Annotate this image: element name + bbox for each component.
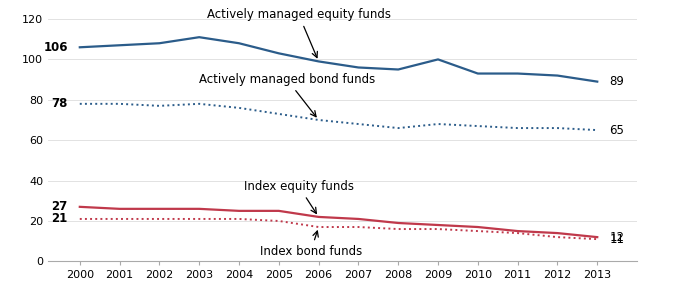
- Text: 11: 11: [609, 233, 624, 246]
- Text: Index bond funds: Index bond funds: [260, 231, 362, 258]
- Text: 106: 106: [43, 41, 68, 54]
- Text: 21: 21: [51, 212, 68, 225]
- Text: Actively managed equity funds: Actively managed equity funds: [207, 8, 390, 58]
- Text: 27: 27: [51, 200, 68, 213]
- Text: Index equity funds: Index equity funds: [244, 180, 353, 214]
- Text: Actively managed bond funds: Actively managed bond funds: [199, 73, 375, 117]
- Text: 78: 78: [51, 97, 68, 110]
- Text: 12: 12: [609, 231, 624, 244]
- Text: 89: 89: [609, 75, 624, 88]
- Text: 65: 65: [609, 124, 624, 137]
